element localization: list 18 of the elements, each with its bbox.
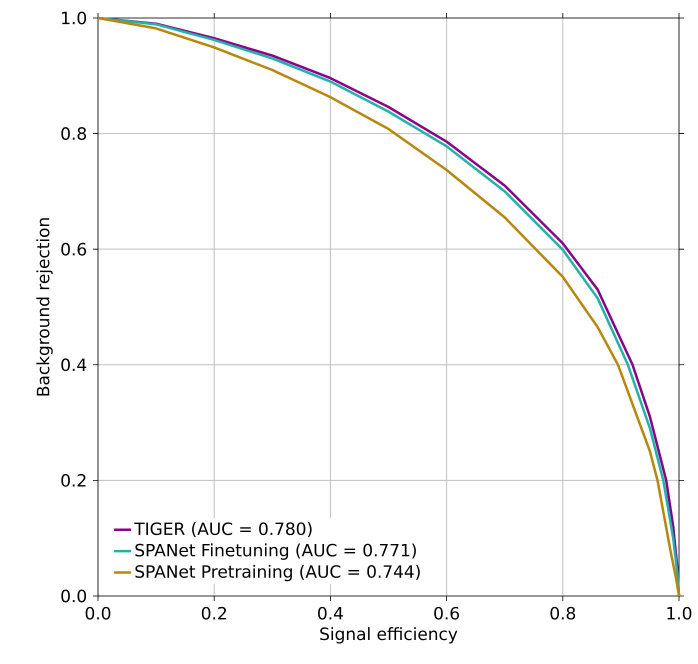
y-tick-label: 0.4 [61, 358, 86, 372]
x-tick-label: 0.8 [550, 606, 576, 620]
legend-label: SPANet Pretraining (AUC = 0.744) [135, 564, 420, 582]
line-series [96, 16, 680, 598]
legend-label: SPANet Finetuning (AUC = 0.771) [135, 543, 416, 560]
x-tick-label: 0.2 [202, 606, 226, 620]
y-tick-label: 0.8 [61, 127, 86, 140]
y-tick-label: 0.6 [61, 242, 86, 256]
x-tick-label: 0.0 [86, 606, 110, 620]
y-axis-title: Background rejection [36, 218, 53, 396]
x-tick-label: 1.0 [667, 606, 692, 620]
x-tick-label: 0.4 [318, 606, 343, 620]
y-tick-label: 1.0 [62, 12, 86, 24]
legend-label: TIGER (AUC = 0.780) [134, 522, 312, 538]
x-tick-label: 0.6 [434, 606, 459, 620]
y-tick-label: 0.2 [61, 474, 86, 487]
x-axis-title: Signal efficiency [320, 627, 458, 644]
y-tick-label: 0.0 [61, 590, 86, 602]
